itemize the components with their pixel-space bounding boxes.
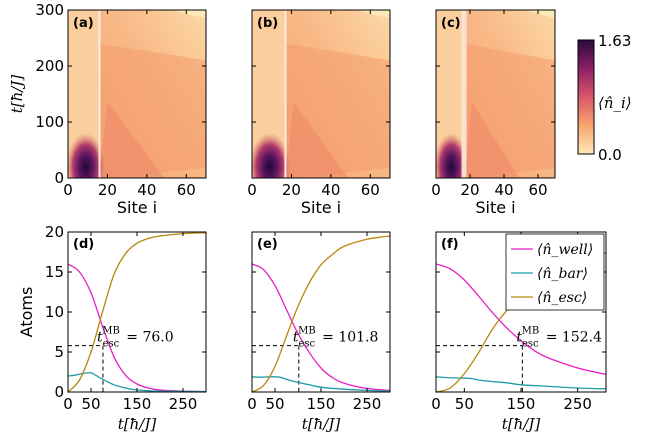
y-tick-label: 10 — [45, 303, 64, 321]
heatmap-body — [68, 10, 206, 178]
x-axis-label: t[ħ/J] — [302, 415, 341, 433]
heatmap-barrier — [461, 10, 467, 178]
x-tick-label: 50 — [455, 395, 474, 413]
panel-label: (a) — [73, 16, 94, 31]
x-tick-label: 0 — [247, 181, 257, 199]
colorbar: 1.63 0.0 ⟨n̂_i⟩ — [577, 32, 632, 164]
x-tick-label: 40 — [137, 181, 156, 199]
plot-area — [252, 235, 390, 392]
x-tick-label: 0 — [431, 395, 441, 413]
x-tick-label: 0 — [247, 395, 257, 413]
legend-entry: ⟨n̂_well⟩ — [537, 242, 593, 258]
heatmap-frame — [251, 9, 391, 179]
x-tick-label: 40 — [494, 181, 513, 199]
heatmap-frame — [435, 9, 556, 179]
line-panel: 0 50 150 250 0 5 10 15 20 (d) tescMB = 76.0 t[ħ/J] A… — [17, 223, 207, 433]
annotation-label: tescMB = 76.0 — [97, 326, 174, 350]
heatmap-lightcone-core — [464, 102, 520, 178]
heatmap-barrier — [98, 10, 101, 178]
panel-label: (d) — [73, 237, 94, 252]
x-tick-label: 50 — [81, 395, 100, 413]
x-tick-label: 0 — [431, 181, 441, 199]
x-tick-label: 150 — [123, 395, 152, 413]
heatmap-frame — [67, 9, 207, 179]
series-line — [68, 232, 206, 392]
x-tick-label: 20 — [460, 181, 479, 199]
plot-frame — [67, 231, 207, 393]
x-tick-label: 250 — [563, 395, 592, 413]
x-tick-label: 0 — [63, 181, 73, 199]
line-panel: 0 50 150 250 (e) tescMB = 101.8 t[ħ/J] — [247, 231, 391, 433]
x-axis-label: t[ħ/J] — [502, 415, 541, 433]
heatmap-density-blob — [436, 132, 469, 178]
panel-label: (e) — [257, 237, 278, 252]
x-axis-label: t[ħ/J] — [118, 415, 157, 433]
heatmap-panel: 0 20 40 60 0 100 200 300 (a) Site i t[ħ/J] — [8, 1, 207, 217]
legend-entry: ⟨n̂_esc⟩ — [537, 290, 587, 306]
x-tick-label: 0 — [63, 395, 73, 413]
x-tick-label: 250 — [353, 395, 382, 413]
y-axis-label: Atoms — [17, 287, 36, 338]
x-tick-label: 150 — [307, 395, 336, 413]
heatmap-panel: 0 20 40 60 (b) Site i — [247, 9, 391, 217]
series-line — [436, 376, 606, 390]
heatmap-density-blob — [252, 132, 291, 178]
x-tick-label: 20 — [282, 181, 301, 199]
heatmap-lightcone-core — [99, 102, 165, 178]
heatmap-density-blob — [68, 132, 106, 178]
heatmap-lightcone-core — [285, 102, 349, 178]
y-axis-label: t[ħ/J] — [8, 75, 26, 114]
x-axis-label: Site i — [301, 198, 341, 217]
annotation-label: tescMB = 101.8 — [293, 326, 379, 350]
annotation-label: tescMB = 152.4 — [516, 326, 602, 350]
x-tick-label: 20 — [98, 181, 117, 199]
x-axis-label: Site i — [117, 198, 157, 217]
heatmap-barrier — [284, 10, 287, 178]
y-tick-label: 5 — [54, 343, 64, 361]
panel-label: (c) — [441, 16, 461, 31]
legend-entry: ⟨n̂_bar⟩ — [537, 266, 588, 282]
x-axis-label: Site i — [475, 198, 515, 217]
x-tick-label: 40 — [321, 181, 340, 199]
y-tick-label: 15 — [45, 263, 64, 281]
heatmap-panel: 0 20 40 60 (c) Site i — [431, 9, 556, 217]
colorbar-max-label: 1.63 — [598, 32, 631, 50]
line-panel: 0 50 150 250 (f) tescMB = 152.4 t[ħ/J] ⟨n̂_well… — [431, 231, 607, 433]
plot-area — [68, 232, 206, 392]
x-tick-label: 60 — [177, 181, 196, 199]
x-tick-label: 60 — [361, 181, 380, 199]
colorbar-label: ⟨n̂_i⟩ — [598, 94, 632, 112]
x-tick-label: 250 — [169, 395, 198, 413]
panel-label: (f) — [441, 237, 459, 252]
x-tick-label: 50 — [265, 395, 284, 413]
colorbar-min-label: 0.0 — [598, 146, 622, 164]
y-tick-label: 300 — [35, 1, 64, 19]
y-tick-label: 0 — [54, 383, 64, 401]
heatmap-body — [252, 10, 390, 178]
heatmap-body — [436, 10, 555, 178]
y-tick-label: 200 — [35, 57, 64, 75]
y-tick-label: 100 — [35, 113, 64, 131]
legend: ⟨n̂_well⟩ ⟨n̂_bar⟩ ⟨n̂_esc⟩ — [505, 233, 605, 311]
x-tick-label: 60 — [528, 181, 547, 199]
panel-label: (b) — [257, 16, 278, 31]
colorbar-gradient — [577, 39, 595, 155]
y-tick-label: 20 — [45, 223, 64, 241]
x-tick-label: 150 — [507, 395, 536, 413]
y-tick-label: 0 — [54, 169, 64, 187]
